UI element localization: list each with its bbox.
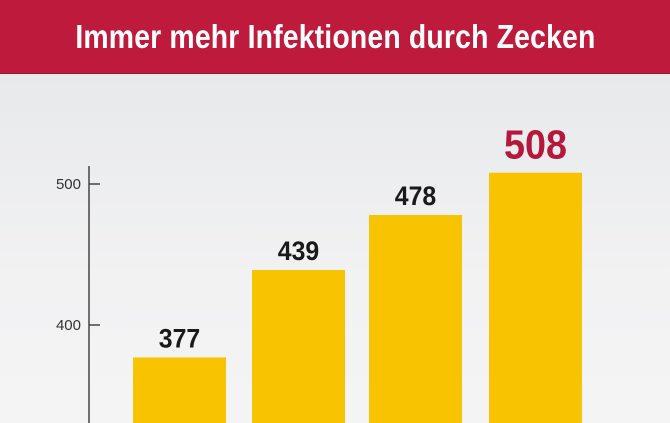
bar-2 xyxy=(369,215,462,423)
bar-1 xyxy=(252,270,345,423)
bar-3 xyxy=(489,172,582,423)
bar-label-0: 377 xyxy=(159,325,200,354)
bar-label-highlight: 508 xyxy=(504,122,567,168)
chart-area: 400 500 377 439 478 508 xyxy=(0,74,670,423)
y-tick-label-500: 500 xyxy=(56,176,81,193)
bar-0 xyxy=(133,357,226,423)
chart-title: Immer mehr Infektionen durch Zecken xyxy=(74,17,596,55)
bar-label-1: 439 xyxy=(278,237,319,266)
bar-chart: 400 500 377 439 478 508 xyxy=(56,122,582,423)
y-tick-label-400: 400 xyxy=(56,317,81,334)
title-bar: Immer mehr Infektionen durch Zecken xyxy=(0,0,670,74)
bar-label-2: 478 xyxy=(395,182,436,211)
